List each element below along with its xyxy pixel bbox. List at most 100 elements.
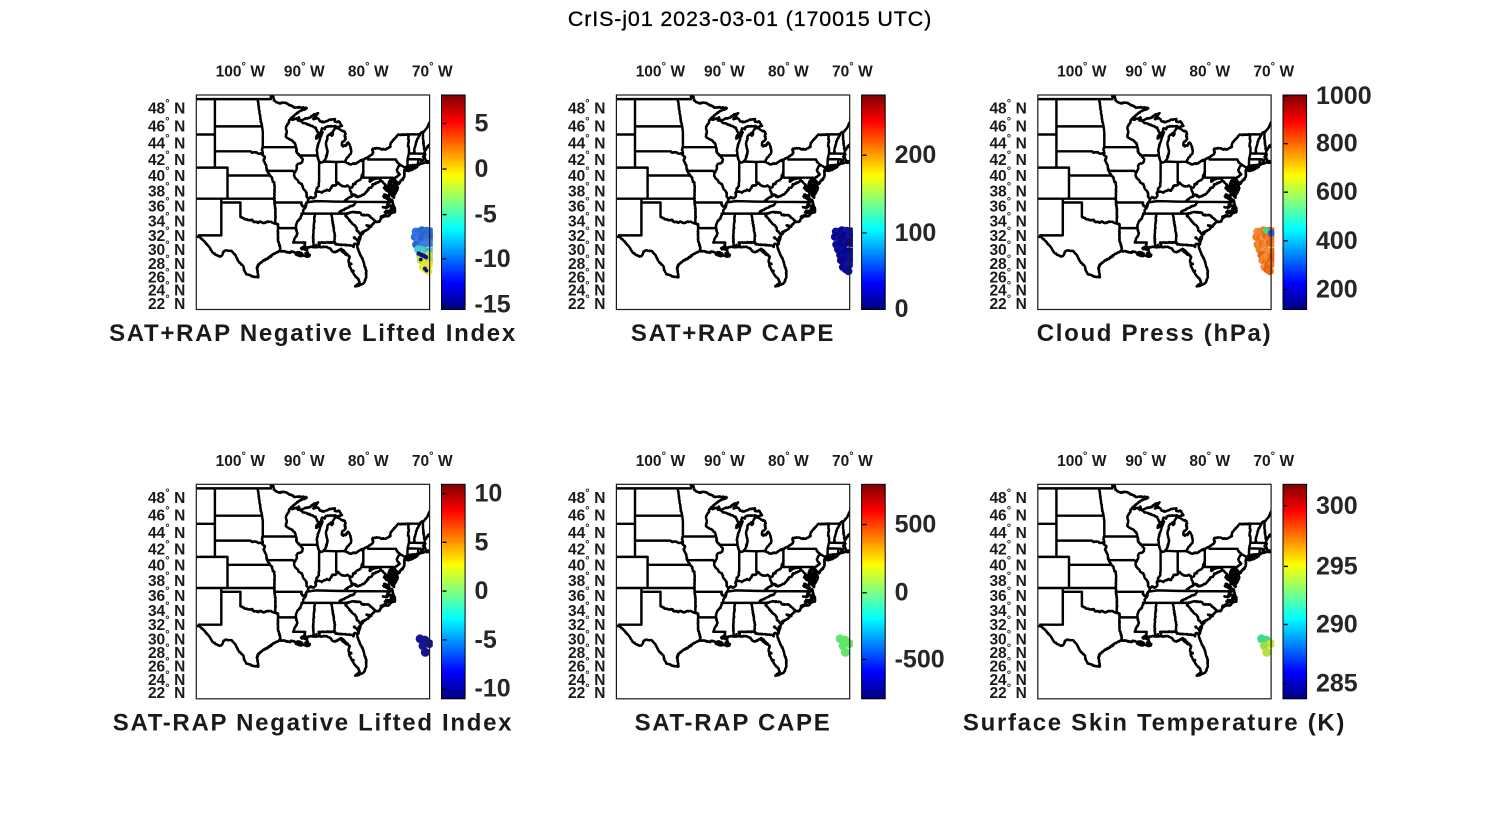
svg-text:90°W: 90° W <box>1125 450 1166 470</box>
svg-text:38°N: 38° N <box>989 181 1026 201</box>
svg-text:26°N: 26° N <box>989 267 1026 287</box>
svg-text:40°N: 40° N <box>148 555 185 575</box>
svg-text:0: 0 <box>475 577 489 605</box>
svg-text:285: 285 <box>1316 670 1358 698</box>
svg-text:32°N: 32° N <box>989 225 1026 245</box>
svg-text:32°N: 32° N <box>148 225 185 245</box>
svg-text:40°N: 40° N <box>989 166 1026 186</box>
svg-text:SAT+RAP Negative Lifted Index: SAT+RAP Negative Lifted Index <box>109 320 517 347</box>
svg-text:80°W: 80° W <box>768 61 809 81</box>
svg-text:22°N: 22° N <box>989 683 1026 703</box>
svg-text:90°W: 90° W <box>284 61 325 81</box>
svg-text:24°N: 24° N <box>568 670 605 690</box>
svg-text:100°W: 100° W <box>1057 61 1107 81</box>
svg-text:34°N: 34° N <box>568 211 605 231</box>
svg-text:100°W: 100° W <box>216 450 266 470</box>
svg-text:46°N: 46° N <box>568 116 605 136</box>
svg-text:22°N: 22° N <box>989 293 1026 313</box>
svg-text:32°N: 32° N <box>989 615 1026 635</box>
svg-text:42°N: 42° N <box>148 539 185 559</box>
svg-text:32°N: 32° N <box>568 225 605 245</box>
svg-text:42°N: 42° N <box>989 539 1026 559</box>
svg-text:46°N: 46° N <box>148 116 185 136</box>
svg-text:24°N: 24° N <box>568 280 605 300</box>
svg-text:44°N: 44° N <box>568 522 605 542</box>
svg-text:46°N: 46° N <box>989 505 1026 525</box>
svg-text:26°N: 26° N <box>148 656 185 676</box>
svg-text:1000: 1000 <box>1316 82 1372 110</box>
svg-text:Surface Skin Temperature (K): Surface Skin Temperature (K) <box>963 709 1346 736</box>
svg-text:SAT+RAP CAPE: SAT+RAP CAPE <box>631 320 835 347</box>
svg-text:24°N: 24° N <box>148 670 185 690</box>
svg-text:26°N: 26° N <box>989 656 1026 676</box>
svg-text:46°N: 46° N <box>989 116 1026 136</box>
svg-text:-15: -15 <box>475 290 511 318</box>
svg-text:28°N: 28° N <box>989 643 1026 663</box>
svg-text:500: 500 <box>895 511 937 539</box>
svg-text:22°N: 22° N <box>568 293 605 313</box>
svg-text:80°W: 80° W <box>768 450 809 470</box>
svg-text:400: 400 <box>1316 227 1358 255</box>
svg-text:38°N: 38° N <box>568 570 605 590</box>
svg-text:46°N: 46° N <box>148 505 185 525</box>
svg-text:32°N: 32° N <box>148 615 185 635</box>
svg-text:42°N: 42° N <box>148 150 185 170</box>
svg-text:Cloud Press (hPa): Cloud Press (hPa) <box>1037 320 1273 347</box>
svg-text:44°N: 44° N <box>148 522 185 542</box>
svg-text:38°N: 38° N <box>568 181 605 201</box>
svg-text:30°N: 30° N <box>989 629 1026 649</box>
svg-text:SAT-RAP Negative Lifted Index: SAT-RAP Negative Lifted Index <box>113 709 513 736</box>
svg-text:-5: -5 <box>475 201 497 229</box>
svg-text:30°N: 30° N <box>568 240 605 260</box>
svg-text:24°N: 24° N <box>148 280 185 300</box>
svg-text:48°N: 48° N <box>148 98 185 118</box>
svg-text:30°N: 30° N <box>148 629 185 649</box>
svg-text:80°W: 80° W <box>1189 450 1230 470</box>
svg-text:34°N: 34° N <box>568 600 605 620</box>
svg-text:10: 10 <box>475 480 503 508</box>
svg-text:-10: -10 <box>475 675 511 703</box>
svg-text:SAT-RAP CAPE: SAT-RAP CAPE <box>635 709 832 736</box>
svg-text:42°N: 42° N <box>568 539 605 559</box>
svg-text:100°W: 100° W <box>216 61 266 81</box>
svg-text:34°N: 34° N <box>989 600 1026 620</box>
svg-text:0: 0 <box>895 295 909 323</box>
svg-text:28°N: 28° N <box>148 643 185 663</box>
svg-text:-10: -10 <box>475 245 511 273</box>
svg-text:295: 295 <box>1316 552 1358 580</box>
svg-text:0: 0 <box>895 579 909 607</box>
svg-text:90°W: 90° W <box>704 61 745 81</box>
svg-text:100°W: 100° W <box>1057 450 1107 470</box>
svg-text:70°W: 70° W <box>412 450 453 470</box>
svg-text:44°N: 44° N <box>989 133 1026 153</box>
svg-text:5: 5 <box>475 528 489 556</box>
svg-text:30°N: 30° N <box>148 240 185 260</box>
svg-text:22°N: 22° N <box>148 293 185 313</box>
svg-text:36°N: 36° N <box>989 586 1026 606</box>
svg-text:40°N: 40° N <box>148 166 185 186</box>
svg-text:48°N: 48° N <box>989 98 1026 118</box>
svg-text:48°N: 48° N <box>989 488 1026 508</box>
svg-text:22°N: 22° N <box>148 683 185 703</box>
svg-text:44°N: 44° N <box>568 133 605 153</box>
svg-text:CrIS-j01 2023-03-01 (170015 UT: CrIS-j01 2023-03-01 (170015 UTC) <box>568 7 932 31</box>
svg-text:70°W: 70° W <box>832 450 873 470</box>
svg-text:-500: -500 <box>895 645 945 673</box>
svg-text:800: 800 <box>1316 130 1358 158</box>
svg-text:28°N: 28° N <box>568 253 605 273</box>
svg-text:600: 600 <box>1316 178 1358 206</box>
svg-text:90°W: 90° W <box>704 450 745 470</box>
svg-text:44°N: 44° N <box>148 133 185 153</box>
svg-text:44°N: 44° N <box>989 522 1026 542</box>
svg-text:-5: -5 <box>475 626 497 654</box>
svg-text:5: 5 <box>475 110 489 138</box>
svg-text:30°N: 30° N <box>989 240 1026 260</box>
svg-text:48°N: 48° N <box>568 98 605 118</box>
svg-text:24°N: 24° N <box>989 280 1026 300</box>
svg-text:42°N: 42° N <box>989 150 1026 170</box>
svg-text:36°N: 36° N <box>989 196 1026 216</box>
svg-text:28°N: 28° N <box>568 643 605 663</box>
svg-text:46°N: 46° N <box>568 505 605 525</box>
svg-text:40°N: 40° N <box>568 166 605 186</box>
svg-text:36°N: 36° N <box>148 586 185 606</box>
